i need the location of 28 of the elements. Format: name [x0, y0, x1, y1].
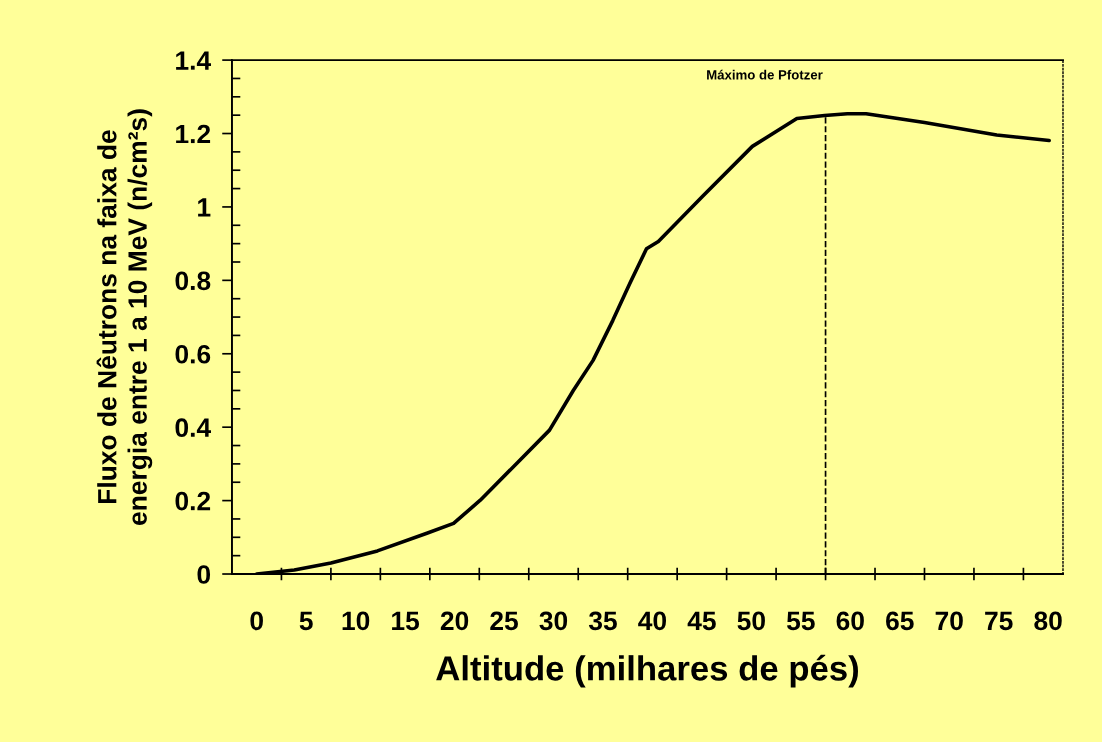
x-tick-label: 25 — [490, 611, 518, 631]
x-tick-label: 30 — [539, 611, 568, 631]
x-tick-label: 65 — [886, 611, 914, 631]
x-tick-label: 15 — [392, 611, 420, 631]
x-axis-title: Altitude (milhares de pés) — [436, 654, 858, 688]
y-tick-label: 0 — [197, 565, 211, 584]
x-tick-label: 0 — [250, 611, 263, 631]
x-tick-label: 40 — [638, 611, 667, 631]
ref-line-label: Máximo de Pfotzer — [707, 69, 823, 80]
x-tick-label: 50 — [737, 611, 765, 631]
y-tick-label: 0.8 — [175, 271, 211, 291]
y-tick-label: 0.6 — [175, 344, 211, 364]
y-axis-title: Fluxo de Nêutrons na faixa de energia entre 1 a 10 MeV (n/cm²s) — [96, 109, 153, 525]
x-tick-label: 70 — [935, 611, 963, 631]
y-tick-label: 1 — [198, 198, 211, 217]
x-tick-label: 20 — [440, 611, 469, 631]
x-tick-label: 45 — [687, 611, 716, 631]
x-tick-label: 5 — [299, 611, 313, 631]
x-tick-label: 80 — [1034, 611, 1062, 631]
y-tick-label: 1.2 — [176, 124, 211, 144]
x-tick-label: 55 — [786, 611, 815, 631]
x-tick-label: 75 — [985, 611, 1013, 631]
x-tick-label: 60 — [836, 611, 864, 631]
y-tick-label: 0.4 — [175, 418, 211, 437]
y-tick-label: 1.4 — [176, 51, 211, 70]
y-tick-label: 0.2 — [175, 491, 211, 511]
x-tick-label: 10 — [342, 611, 370, 631]
x-tick-label: 35 — [588, 611, 617, 631]
